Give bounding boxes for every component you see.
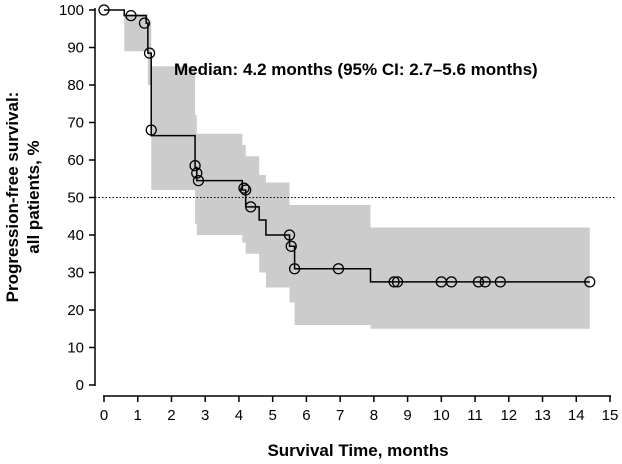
censor-marker-9 [240, 184, 252, 196]
censor-marker-2 [138, 17, 151, 29]
x-tick-label-9: 9 [403, 407, 411, 424]
y-tick-label-40: 40 [67, 227, 84, 244]
censor-marker-20 [479, 276, 491, 288]
censor-marker-18 [445, 276, 458, 288]
x-tick-label-1: 1 [134, 407, 142, 424]
censor-marker-layer [98, 4, 596, 288]
y-tick-label-20: 20 [67, 302, 84, 319]
censor-marker-10 [245, 201, 257, 213]
y-axis-label-line1: Progression-free survival: [3, 92, 22, 303]
censor-marker-15 [388, 276, 400, 288]
y-tick-label-10: 10 [67, 340, 84, 357]
x-tick-label-12: 12 [500, 407, 517, 424]
ci-band-layer [104, 10, 590, 329]
censor-marker-19 [472, 276, 485, 288]
x-tick-label-6: 6 [302, 407, 310, 424]
y-tick-label-30: 30 [67, 265, 84, 282]
censor-marker-14 [332, 263, 345, 275]
x-tick-label-11: 11 [467, 407, 483, 424]
censor-marker-12 [285, 240, 297, 252]
x-tick-label-2: 2 [167, 407, 175, 424]
y-axis-label-line2: all patients, % [24, 140, 43, 253]
ci-band [104, 10, 590, 329]
x-tick-label-3: 3 [201, 407, 209, 424]
y-tick-label-70: 70 [67, 115, 84, 132]
x-axis-label: Survival Time, months [267, 441, 448, 460]
curve-layer [104, 9, 590, 283]
censor-marker-11 [283, 229, 296, 241]
y-tick-label-60: 60 [67, 152, 84, 169]
censor-marker-1 [125, 9, 137, 22]
censor-marker-7 [192, 174, 205, 187]
x-tick-label-13: 13 [534, 407, 551, 424]
censor-marker-0 [98, 4, 110, 16]
x-tick-label-0: 0 [100, 407, 108, 424]
censor-marker-3 [143, 47, 156, 59]
censor-marker-5 [189, 159, 201, 172]
censor-marker-16 [391, 276, 404, 288]
censor-marker-22 [584, 276, 596, 288]
censor-marker-8 [238, 182, 250, 194]
censor-marker-21 [494, 276, 507, 288]
y-tick-label-50: 50 [67, 190, 84, 207]
x-tick-label-5: 5 [268, 407, 276, 424]
x-tick-label-15: 15 [602, 407, 619, 424]
y-tick-label-0: 0 [76, 377, 84, 394]
y-tick-label-100: 100 [59, 2, 84, 19]
x-tick-label-4: 4 [235, 407, 243, 424]
x-tick-label-10: 10 [433, 407, 450, 424]
median-annotation: Median: 4.2 months (95% CI: 2.7–5.6 mont… [174, 60, 538, 79]
x-tick-label-14: 14 [568, 407, 585, 424]
y-tick-label-80: 80 [67, 77, 84, 94]
y-tick-label-90: 90 [67, 40, 84, 57]
x-tick-label-8: 8 [370, 407, 378, 424]
x-tick-label-7: 7 [336, 407, 344, 424]
text-layer: Median: 4.2 months (95% CI: 2.7–5.6 mont… [3, 60, 538, 460]
censor-marker-13 [288, 263, 301, 275]
survival-curve [104, 9, 590, 283]
censor-marker-4 [145, 124, 157, 136]
censor-marker-6 [191, 167, 203, 179]
